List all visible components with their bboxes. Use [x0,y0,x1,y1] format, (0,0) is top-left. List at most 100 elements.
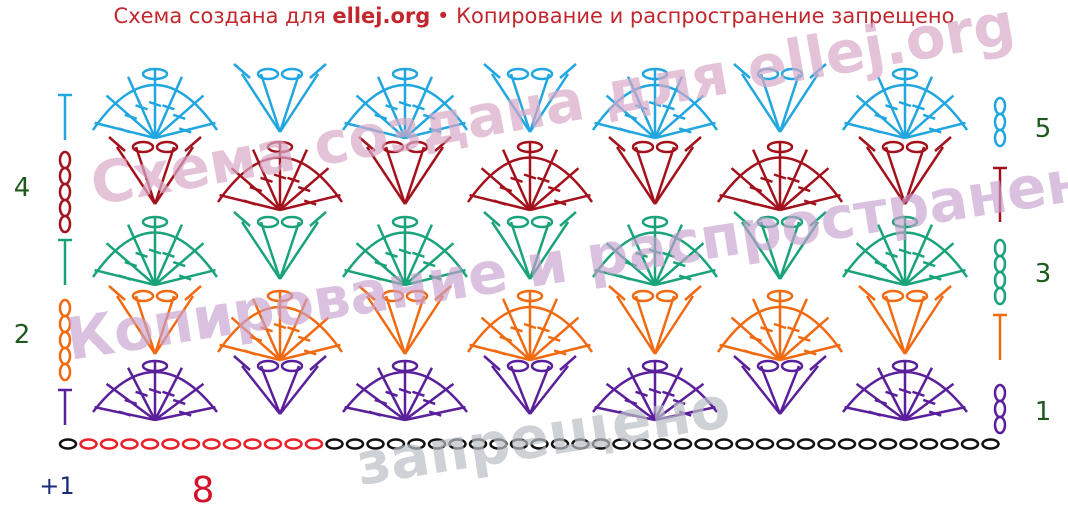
stitch [178,127,192,134]
stitch [714,438,734,450]
stitch [523,322,537,330]
stitch [796,438,816,450]
stitch [365,146,407,205]
stitch [759,73,782,133]
stitch [278,221,301,280]
stitch [162,104,175,111]
stitch [243,349,257,356]
stitch [523,173,537,180]
stitch [797,335,811,342]
stitch [309,211,327,227]
stitch [648,387,662,395]
stitch [434,285,452,301]
stitch [384,295,407,355]
stitch [434,136,452,152]
stitch [759,365,782,415]
stitch [384,146,407,205]
stitch [386,438,406,450]
stitch [874,113,888,120]
stitch [509,73,532,133]
stitch [422,113,436,120]
stitch [448,438,467,450]
stitch [297,185,311,193]
stitch [868,127,882,134]
stitch [466,156,594,203]
stitch [79,438,98,450]
stitch [428,410,442,417]
stitch [58,198,72,218]
stitch [391,67,419,81]
stitch [368,274,382,281]
stitch [391,359,419,373]
stitch [108,136,126,152]
stitch [108,285,126,301]
stitch [381,289,405,303]
stitch [635,390,648,398]
stitch [624,113,638,120]
stitch [993,128,1007,148]
stitch [756,67,780,81]
stitch [648,100,662,108]
stitch [509,221,532,280]
stitch [233,211,251,227]
stitch [140,438,160,450]
stitch [385,390,398,398]
stitch [120,438,139,450]
stitch [716,305,844,353]
stitch [506,67,530,81]
stitch [817,438,836,450]
stitch [91,83,219,131]
stitch [365,295,407,355]
stitch [412,390,425,398]
stitch [631,289,655,303]
stitch [624,260,638,268]
stitch [58,362,72,382]
stitch [912,390,925,398]
stitch [287,326,300,333]
stitch [528,73,570,133]
stitch [280,359,304,373]
stitch [884,295,907,355]
stitch [172,113,186,120]
stitch [779,365,819,415]
stitch [407,438,426,450]
stitch [841,83,969,131]
stitch [922,398,936,406]
stitch [141,67,169,81]
stitch [741,365,781,415]
stitch [345,438,365,450]
stitch [368,127,382,134]
stitch [516,140,544,154]
stitch [124,260,138,268]
stitch [398,248,412,255]
stitch [940,438,959,450]
stitch [58,214,72,234]
stitch [559,63,577,79]
stitch [284,438,303,450]
stitch [684,136,702,152]
stitch [634,146,657,205]
stitch [905,289,929,303]
stitch [641,359,669,373]
stitch [537,176,550,184]
stitch [662,251,675,259]
stitch [591,83,719,131]
stitch [483,211,501,227]
stitch [928,410,942,417]
stitch [735,438,754,450]
stitch [993,399,1007,419]
stitch [161,438,180,450]
stitch [624,398,638,406]
stitch [559,211,577,227]
stitch [756,215,780,229]
stitch [780,359,804,373]
stitch [243,199,257,206]
stitch [172,398,186,406]
stitch [928,274,942,281]
stitch [993,96,1007,116]
stitch [615,146,657,205]
stitch [885,104,898,111]
stitch [155,289,179,303]
